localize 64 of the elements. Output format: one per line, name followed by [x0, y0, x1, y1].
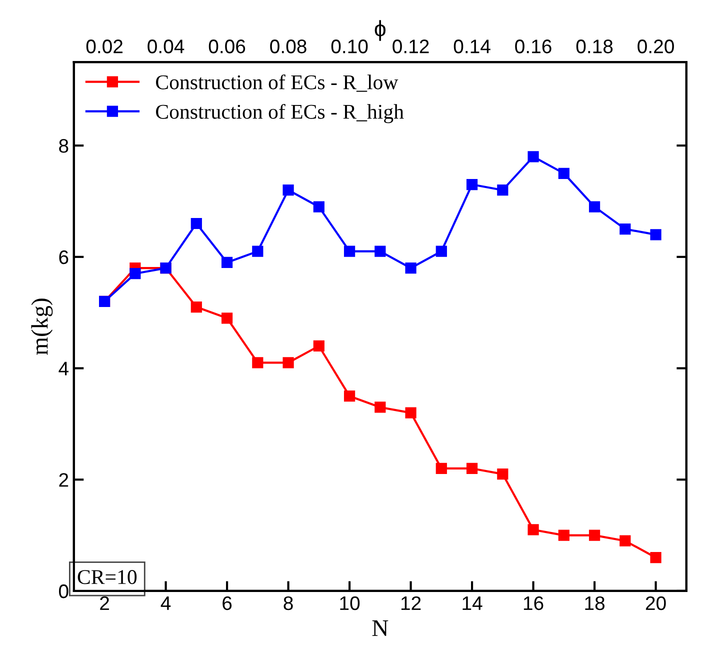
x-tick-label: 6: [222, 596, 232, 610]
point: [466, 178, 478, 190]
point: [620, 224, 631, 235]
point: [190, 218, 202, 230]
point: [436, 462, 447, 474]
point: [374, 246, 386, 257]
x-tick-label: 18: [585, 596, 604, 610]
point: [528, 151, 539, 162]
x-tick-label: 12: [401, 596, 421, 610]
point: [497, 184, 508, 196]
point: [405, 407, 416, 418]
y-tick-label: 8: [59, 139, 68, 153]
point: [344, 246, 356, 257]
x2-tick-label: 0.04: [148, 40, 184, 54]
x2-tick-label: 0.08: [270, 40, 306, 54]
point: [130, 268, 141, 280]
point: [588, 201, 600, 212]
x2-tick-label: 0.02: [86, 40, 122, 54]
x2-tick-label: 0.14: [454, 40, 490, 54]
point: [588, 530, 600, 541]
x-axis-title: N: [372, 620, 388, 636]
point: [620, 535, 631, 546]
point: [282, 184, 294, 196]
legend-label: Construction of ECs - R_low: [156, 74, 398, 92]
point: [313, 340, 324, 352]
point: [558, 168, 570, 179]
annotation: CR=10: [78, 570, 137, 584]
x2-axis-title: ϕ: [374, 20, 386, 41]
y-axis-title: m(kg): [31, 298, 53, 355]
point: [344, 390, 356, 402]
point: [282, 357, 294, 368]
y-tick-label: 0: [59, 584, 68, 598]
x2-tick-label: 0.12: [392, 40, 429, 54]
point: [221, 312, 233, 324]
x-tick-label: 20: [646, 596, 666, 610]
point: [221, 256, 233, 268]
x-tick-label: 2: [100, 596, 109, 610]
point: [558, 530, 570, 541]
point: [252, 246, 264, 257]
x-tick-label: 16: [524, 596, 544, 610]
x-tick-label: 14: [462, 596, 482, 610]
point: [252, 357, 264, 368]
y-tick-label: 6: [59, 250, 68, 264]
point: [190, 301, 202, 313]
point: [650, 552, 662, 564]
legend-label: Construction of ECs - R_high: [156, 104, 404, 124]
point: [466, 462, 478, 474]
x-tick-label: 8: [284, 596, 293, 610]
x-tick-label: 10: [340, 596, 360, 610]
x2-tick-label: 0.10: [331, 40, 368, 54]
point: [528, 524, 539, 536]
x2-tick-label: 0.06: [208, 40, 246, 54]
x-tick-label: 4: [160, 596, 171, 610]
y-tick-label: 4: [58, 362, 68, 376]
point: [313, 201, 324, 212]
point: [374, 402, 386, 413]
x2-tick-label: 0.20: [638, 40, 674, 54]
x2-tick-label: 0.16: [515, 40, 552, 54]
point: [436, 246, 447, 257]
x2-tick-label: 0.18: [576, 40, 613, 54]
point: [497, 468, 508, 480]
point: [650, 229, 662, 240]
point: [405, 262, 416, 274]
y-tick-label: 2: [59, 473, 68, 487]
